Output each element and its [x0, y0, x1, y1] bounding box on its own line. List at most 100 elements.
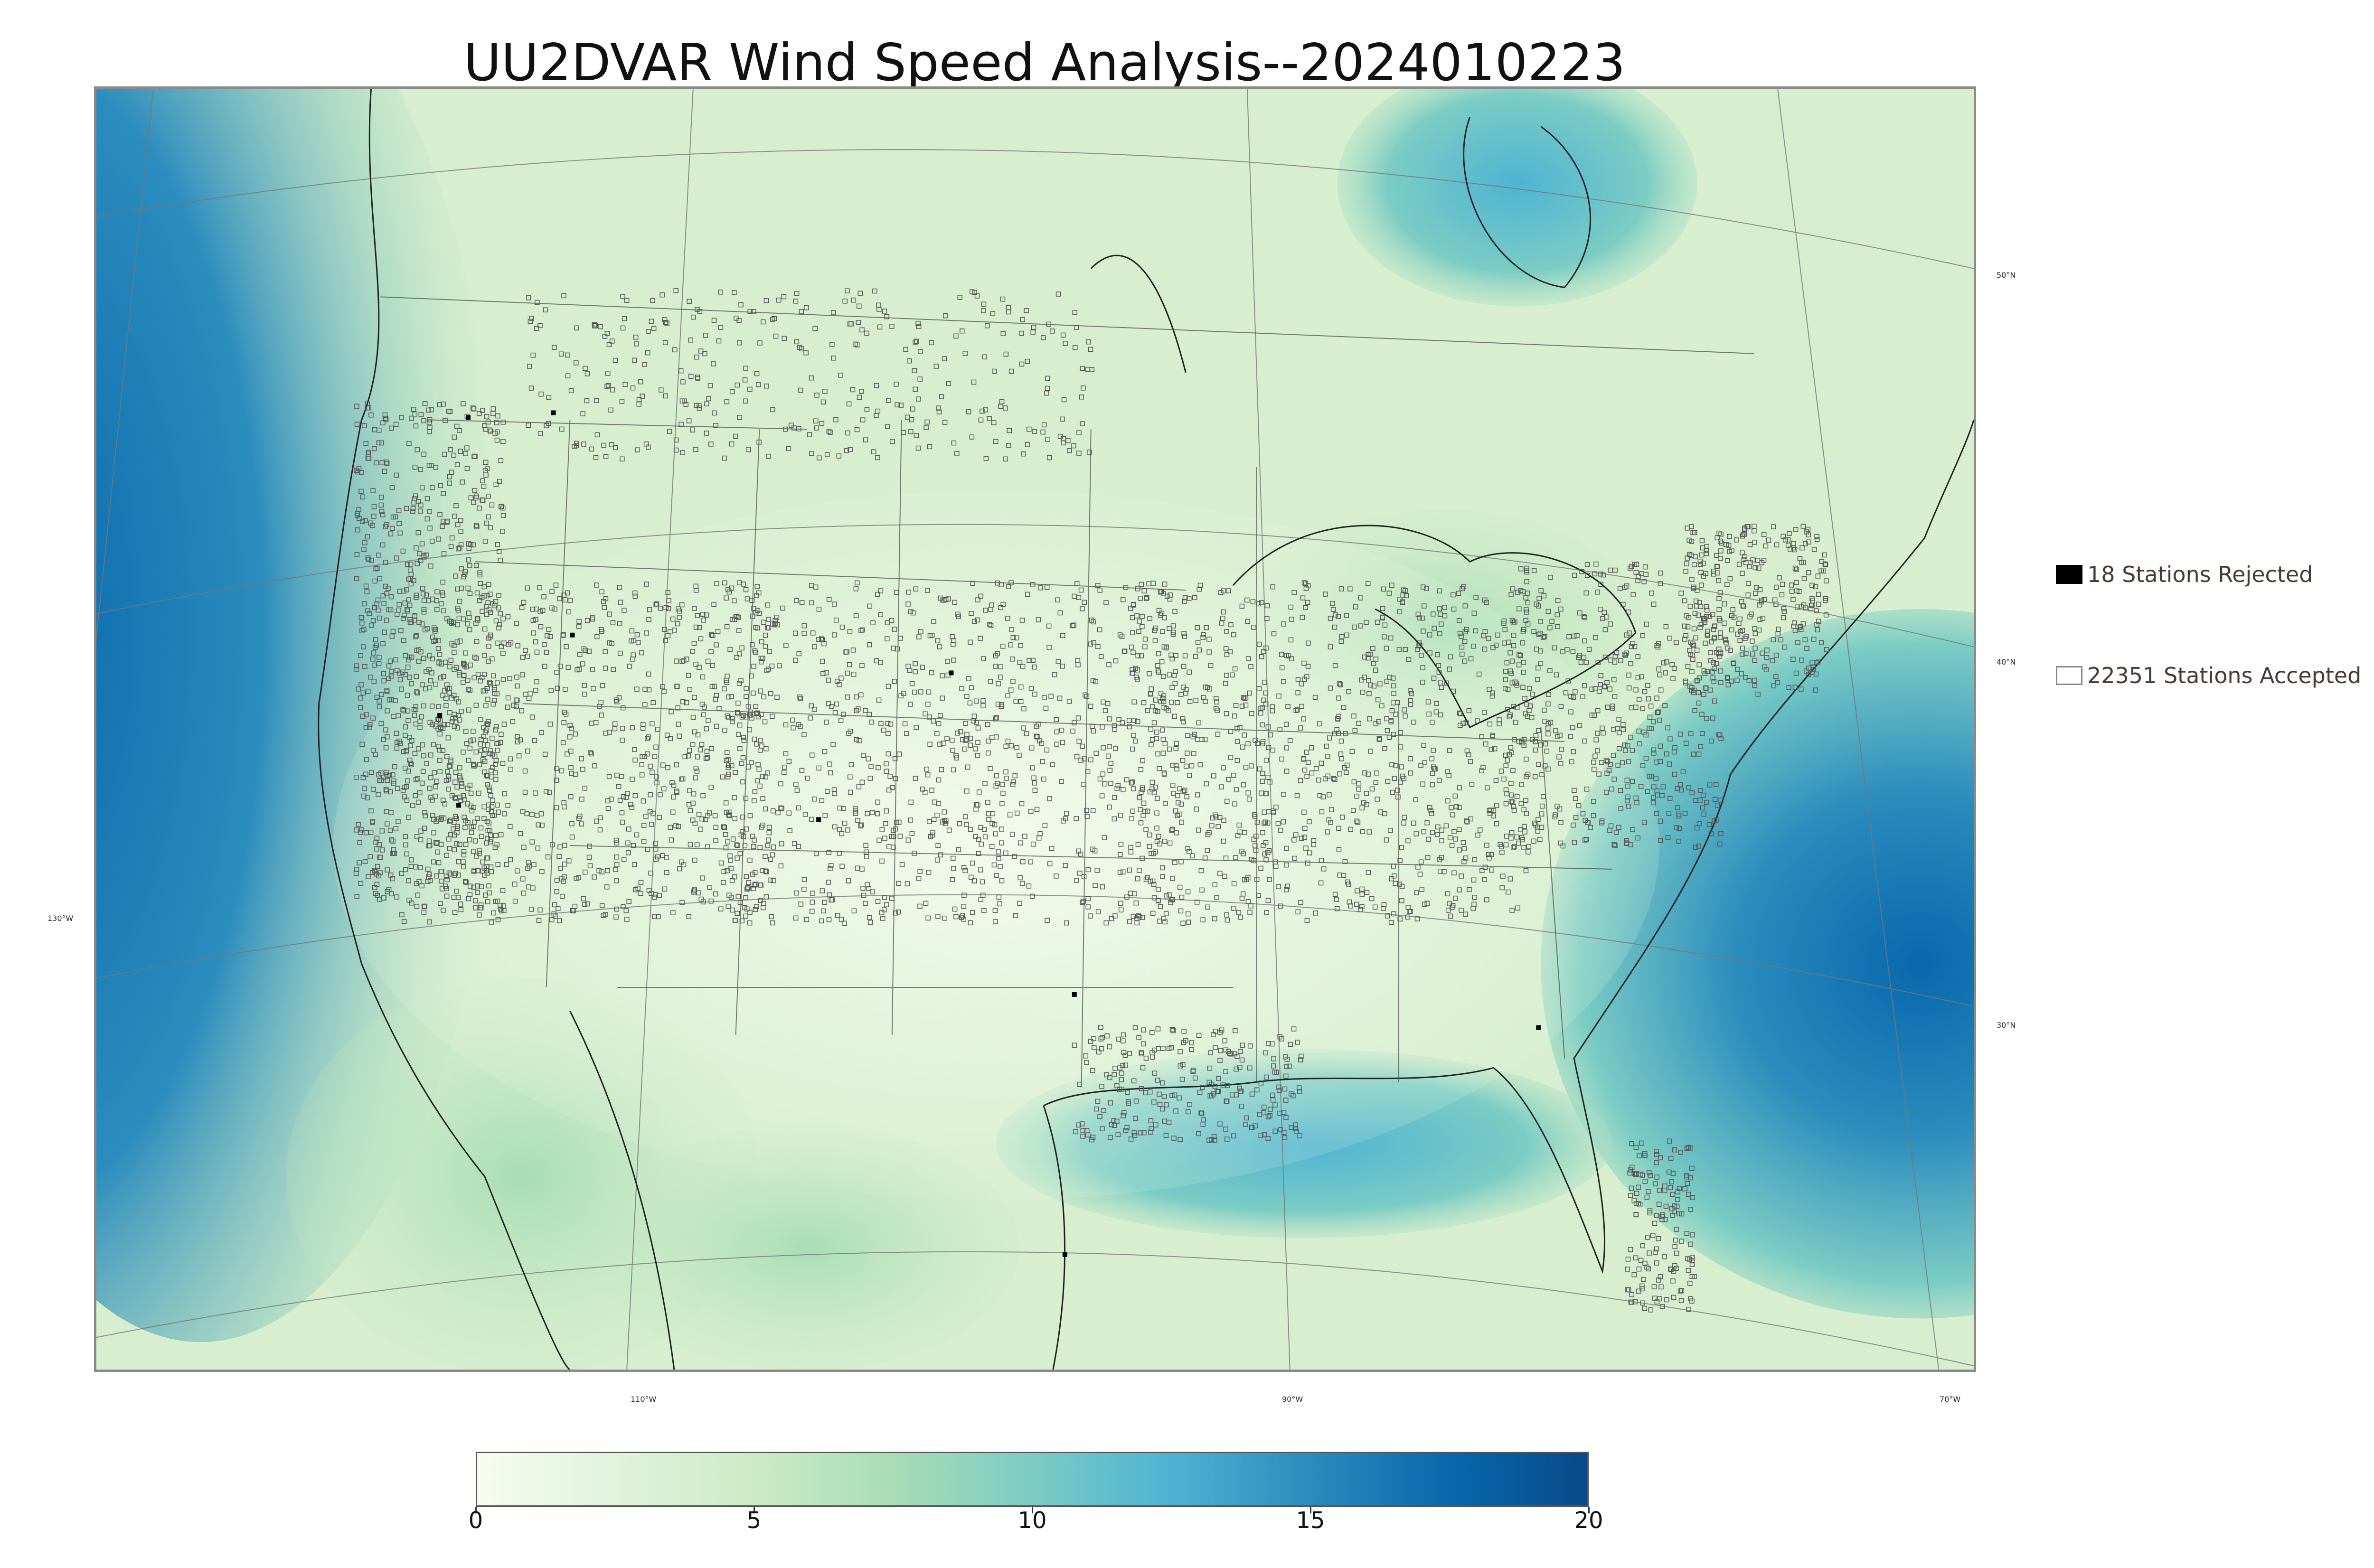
accepted-station-marker [686, 753, 691, 759]
accepted-station-marker [1112, 727, 1118, 732]
accepted-station-marker [845, 695, 850, 700]
accepted-station-marker [1263, 840, 1269, 845]
accepted-station-marker [1107, 1044, 1112, 1050]
accepted-station-marker [1560, 649, 1565, 654]
accepted-station-marker [1746, 678, 1752, 684]
accepted-station-marker [408, 743, 413, 748]
accepted-station-marker [1690, 1195, 1695, 1200]
accepted-station-marker [852, 341, 858, 347]
accepted-station-marker [1654, 695, 1659, 701]
accepted-station-marker [582, 869, 588, 875]
accepted-station-marker [693, 447, 698, 452]
accepted-station-marker [1464, 748, 1470, 754]
accepted-station-marker [1237, 1049, 1243, 1054]
accepted-station-marker [1483, 741, 1488, 747]
accepted-station-marker [1388, 920, 1394, 925]
accepted-station-marker [655, 854, 660, 860]
accepted-station-marker [528, 385, 534, 391]
accepted-station-marker [969, 289, 975, 294]
accepted-station-marker [1804, 529, 1809, 535]
accepted-station-marker [1633, 1255, 1639, 1261]
accepted-station-marker [1127, 724, 1132, 730]
accepted-station-marker [399, 415, 404, 420]
accepted-station-marker [747, 309, 753, 314]
accepted-station-marker [1204, 625, 1209, 630]
accepted-station-marker [565, 373, 571, 378]
accepted-station-marker [1161, 770, 1167, 776]
accepted-station-marker [959, 686, 964, 691]
accepted-station-marker [1611, 677, 1617, 683]
accepted-station-marker [1487, 721, 1493, 727]
accepted-station-marker [374, 460, 379, 466]
accepted-station-marker [732, 617, 737, 622]
accepted-station-marker [1531, 838, 1536, 844]
accepted-station-marker [842, 820, 848, 826]
accepted-station-marker [407, 675, 412, 680]
accepted-station-marker [1645, 683, 1650, 688]
wind-speed-map[interactable] [94, 86, 1976, 1372]
accepted-station-marker [1262, 1105, 1267, 1110]
accepted-station-marker [1716, 596, 1722, 601]
accepted-station-marker [490, 735, 495, 741]
accepted-station-marker [438, 483, 443, 488]
accepted-station-marker [783, 426, 788, 432]
accepted-station-marker [1245, 790, 1251, 796]
accepted-station-marker [418, 558, 424, 563]
accepted-station-marker [1677, 1288, 1683, 1294]
accepted-station-marker [652, 914, 657, 919]
accepted-station-marker [1283, 1073, 1289, 1079]
accepted-station-marker [1706, 822, 1712, 827]
accepted-station-marker [971, 379, 977, 385]
accepted-station-marker [723, 832, 728, 837]
accepted-station-marker [1285, 704, 1291, 709]
accepted-station-marker [427, 526, 433, 531]
accepted-station-marker [1390, 676, 1396, 681]
accepted-station-marker [765, 625, 770, 630]
accepted-station-marker [1624, 778, 1630, 783]
accepted-station-marker [1105, 753, 1111, 759]
accepted-station-marker [1304, 750, 1309, 755]
accepted-station-marker [1338, 751, 1344, 757]
accepted-station-marker [446, 774, 452, 779]
accepted-station-marker [440, 524, 445, 529]
accepted-station-marker [493, 599, 499, 604]
accepted-station-marker [579, 821, 584, 826]
accepted-station-marker [1724, 542, 1729, 547]
accepted-station-marker [1010, 679, 1016, 684]
accepted-station-marker [676, 824, 681, 829]
accepted-station-marker [1240, 744, 1245, 750]
accepted-station-marker [1277, 727, 1283, 732]
accepted-station-marker [382, 629, 387, 635]
accepted-station-marker [1699, 582, 1704, 588]
accepted-station-marker [1386, 735, 1392, 740]
accepted-station-marker [396, 521, 402, 526]
accepted-station-marker [1715, 535, 1720, 541]
accepted-station-marker [1347, 586, 1353, 592]
accepted-station-marker [1755, 692, 1761, 697]
accepted-station-marker [1099, 1084, 1104, 1089]
accepted-station-marker [1676, 811, 1682, 817]
accepted-station-marker [569, 726, 574, 731]
accepted-station-marker [801, 887, 807, 892]
accepted-station-marker [636, 397, 642, 402]
accepted-station-marker [642, 686, 648, 692]
accepted-station-marker [1498, 769, 1504, 774]
accepted-station-marker [668, 629, 673, 635]
accepted-station-marker [495, 748, 500, 753]
accepted-station-marker [857, 291, 863, 296]
accepted-station-marker [1451, 870, 1457, 876]
accepted-station-marker [1706, 614, 1712, 619]
accepted-station-marker [858, 823, 863, 828]
accepted-station-marker [976, 851, 981, 856]
accepted-station-marker [1593, 737, 1599, 742]
accepted-station-marker [881, 727, 886, 733]
accepted-station-marker [621, 904, 626, 910]
accepted-station-marker [725, 757, 731, 762]
accepted-station-marker [1438, 611, 1443, 617]
accepted-station-marker [1137, 619, 1142, 624]
accepted-station-marker [1149, 686, 1154, 692]
accepted-station-marker [482, 672, 487, 677]
accepted-station-marker [1158, 904, 1163, 909]
accepted-station-marker [573, 771, 578, 777]
accepted-station-marker [1194, 807, 1199, 812]
